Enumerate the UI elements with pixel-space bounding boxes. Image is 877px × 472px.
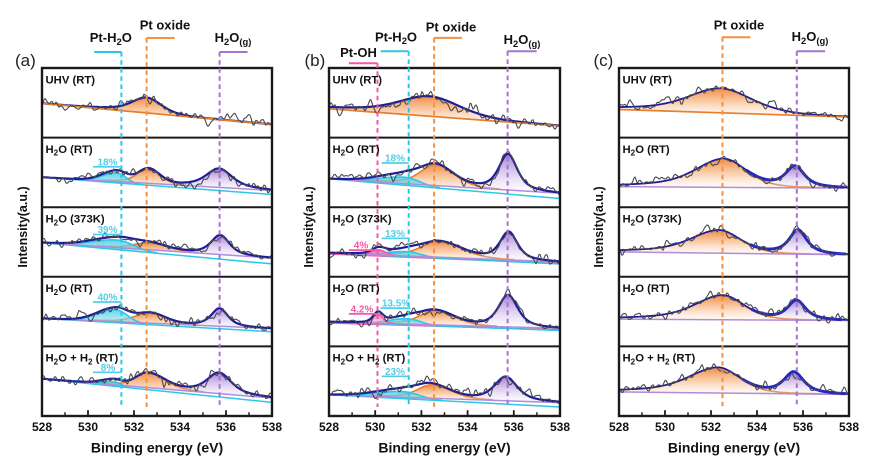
svg-text:538: 538 — [550, 420, 570, 434]
svg-text:UHV (RT): UHV (RT) — [623, 74, 673, 86]
svg-text:532: 532 — [124, 420, 144, 434]
svg-text:H2O (RT): H2O (RT) — [623, 144, 670, 158]
svg-text:Pt-H2O: Pt-H2O — [375, 29, 417, 46]
svg-text:536: 536 — [793, 420, 813, 434]
svg-text:H2O (RT): H2O (RT) — [46, 283, 93, 297]
svg-text:H2O (373K): H2O (373K) — [623, 214, 682, 228]
svg-text:H2O (373K): H2O (373K) — [46, 214, 105, 228]
svg-text:536: 536 — [504, 420, 524, 434]
svg-text:Intensity(a.u.): Intensity(a.u.) — [302, 186, 316, 267]
svg-text:Binding energy (eV): Binding energy (eV) — [668, 440, 800, 456]
svg-text:H2O (373K): H2O (373K) — [333, 214, 392, 228]
svg-text:530: 530 — [365, 420, 385, 434]
svg-text:18%: 18% — [97, 157, 117, 168]
svg-text:528: 528 — [609, 420, 629, 434]
svg-text:H2O(g): H2O(g) — [504, 32, 541, 49]
svg-text:Pt oxide: Pt oxide — [426, 19, 477, 34]
svg-text:Intensity(a.u.): Intensity(a.u.) — [16, 186, 30, 267]
svg-text:H2O + H2 (RT): H2O + H2 (RT) — [333, 353, 406, 367]
svg-text:H2O (RT): H2O (RT) — [623, 283, 670, 297]
svg-text:Binding energy (eV): Binding energy (eV) — [91, 440, 223, 456]
svg-text:(c): (c) — [594, 51, 614, 70]
svg-text:(b): (b) — [305, 51, 326, 70]
svg-text:532: 532 — [701, 420, 721, 434]
svg-text:H2O(g): H2O(g) — [792, 29, 829, 46]
svg-text:534: 534 — [458, 420, 478, 434]
svg-text:Pt oxide: Pt oxide — [140, 18, 191, 33]
svg-text:528: 528 — [319, 420, 339, 434]
svg-text:H2O + H2 (RT): H2O + H2 (RT) — [623, 353, 696, 367]
svg-text:536: 536 — [216, 420, 236, 434]
svg-text:23%: 23% — [385, 367, 405, 378]
svg-text:534: 534 — [747, 420, 767, 434]
svg-text:4.2%: 4.2% — [351, 304, 374, 315]
svg-text:13%: 13% — [385, 229, 405, 240]
svg-text:Pt-H2O: Pt-H2O — [90, 30, 132, 47]
svg-text:8%: 8% — [101, 363, 116, 374]
svg-text:H2O (RT): H2O (RT) — [46, 144, 93, 158]
svg-text:528: 528 — [32, 420, 52, 434]
svg-text:Pt-OH: Pt-OH — [340, 45, 377, 60]
svg-text:18%: 18% — [385, 154, 405, 165]
svg-text:40%: 40% — [97, 293, 117, 304]
svg-text:H2O + H2 (RT): H2O + H2 (RT) — [46, 353, 119, 367]
svg-text:Binding energy (eV): Binding energy (eV) — [378, 440, 510, 456]
svg-text:39%: 39% — [97, 225, 117, 236]
svg-text:530: 530 — [655, 420, 675, 434]
svg-text:538: 538 — [262, 420, 282, 434]
svg-text:H2O(g): H2O(g) — [215, 30, 252, 47]
svg-text:530: 530 — [78, 420, 98, 434]
svg-text:Pt oxide: Pt oxide — [714, 17, 765, 32]
svg-text:538: 538 — [839, 420, 859, 434]
svg-text:H2O (RT): H2O (RT) — [333, 283, 380, 297]
svg-text:4%: 4% — [354, 241, 369, 252]
svg-text:532: 532 — [411, 420, 431, 434]
svg-text:(a): (a) — [15, 51, 36, 70]
svg-text:UHV (RT): UHV (RT) — [333, 74, 383, 86]
svg-text:H2O (RT): H2O (RT) — [333, 144, 380, 158]
svg-text:UHV (RT): UHV (RT) — [46, 74, 96, 86]
svg-text:13.5%: 13.5% — [382, 299, 410, 310]
svg-text:Intensity(a.u.): Intensity(a.u.) — [592, 186, 606, 267]
svg-text:534: 534 — [170, 420, 190, 434]
